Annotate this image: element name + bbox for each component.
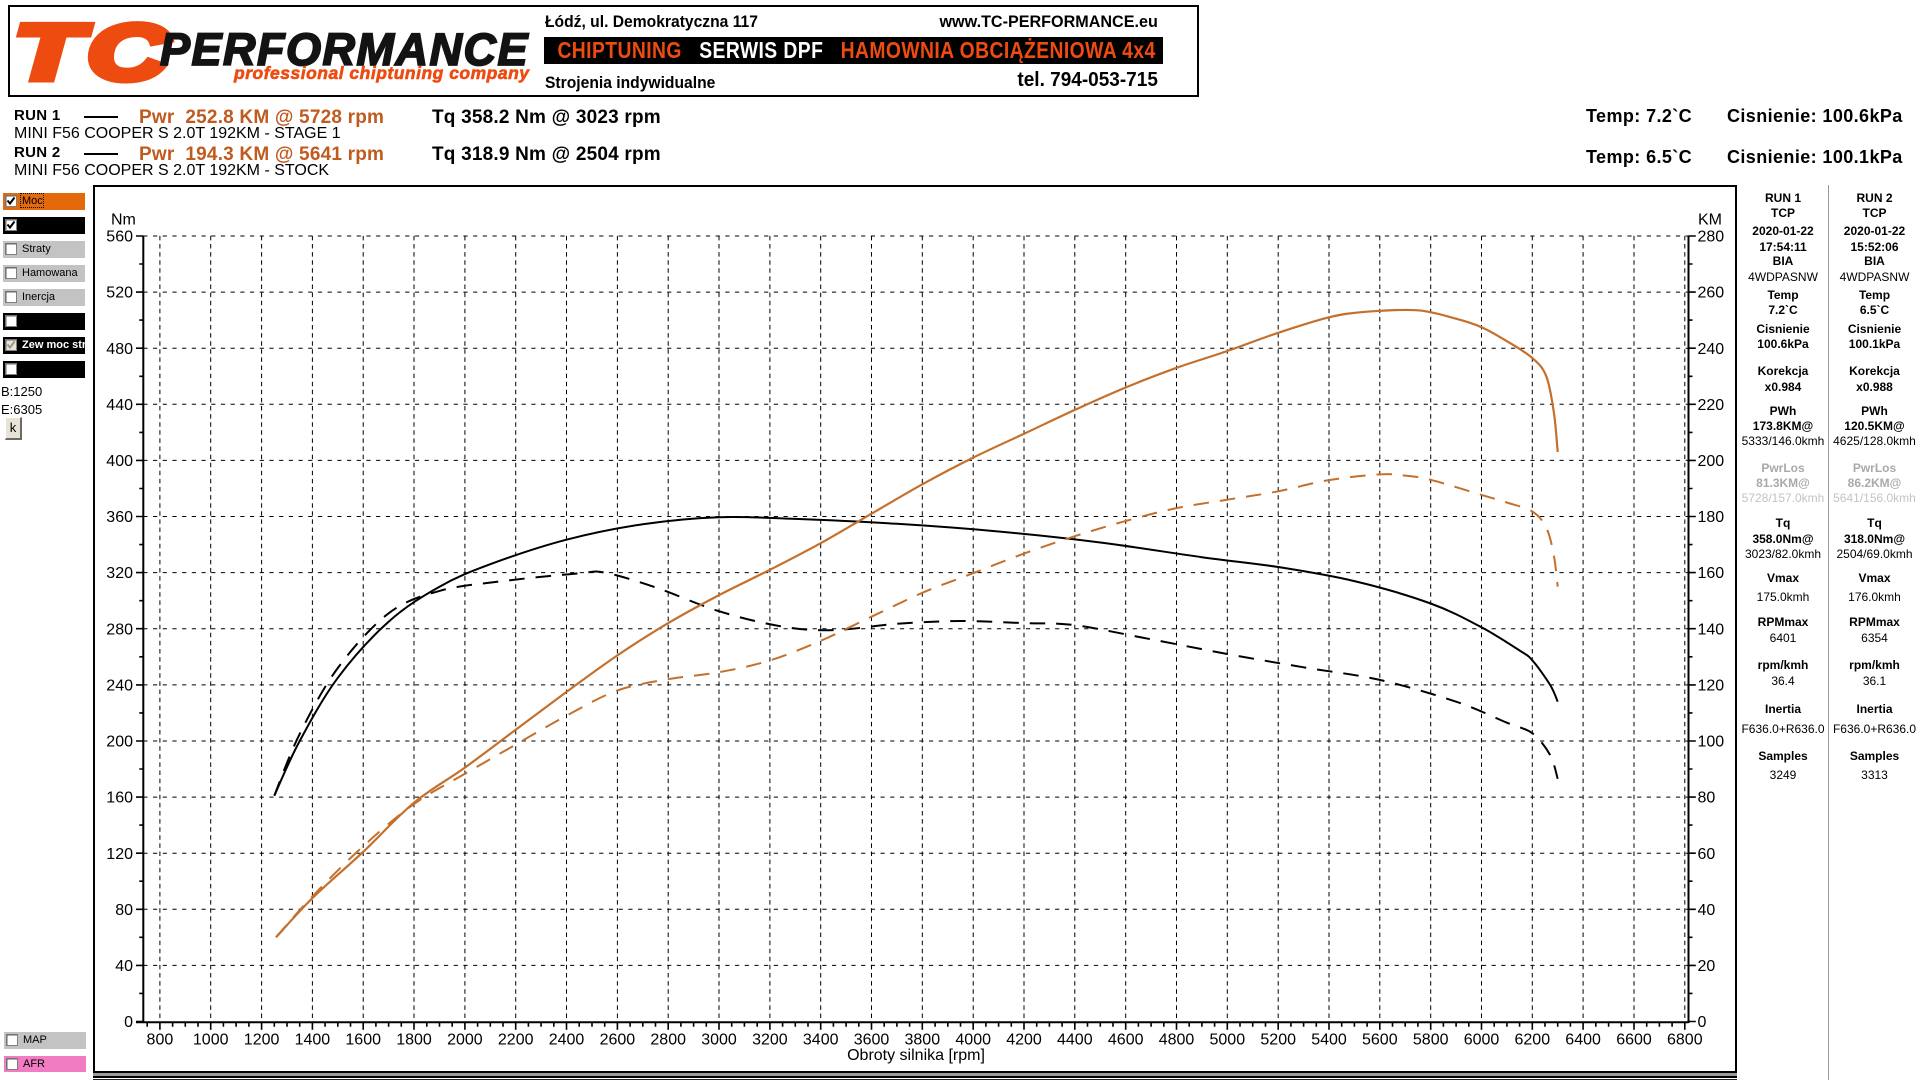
svg-text:40: 40 [115,958,133,975]
svg-text:5000: 5000 [1210,1031,1246,1048]
svg-text:6800: 6800 [1667,1031,1703,1048]
svg-text:260: 260 [1698,285,1725,302]
svg-text:Nm: Nm [111,212,136,229]
svg-text:160: 160 [106,790,133,807]
svg-text:6000: 6000 [1464,1031,1500,1048]
svg-text:520: 520 [106,285,133,302]
svg-text:440: 440 [106,397,133,414]
svg-text:100: 100 [1698,734,1725,751]
svg-text:200: 200 [1698,453,1725,470]
svg-text:220: 220 [1698,397,1725,414]
svg-text:KM: KM [1698,212,1722,229]
svg-text:5600: 5600 [1362,1031,1398,1048]
svg-text:6400: 6400 [1565,1031,1601,1048]
svg-text:280: 280 [1698,229,1725,246]
svg-text:120: 120 [1698,678,1725,695]
svg-text:5200: 5200 [1260,1031,1296,1048]
svg-text:60: 60 [1698,846,1716,863]
svg-text:40: 40 [1698,902,1716,919]
svg-text:800: 800 [147,1031,174,1048]
svg-text:0: 0 [124,1014,133,1031]
svg-text:4800: 4800 [1159,1031,1195,1048]
svg-text:2000: 2000 [447,1031,483,1048]
svg-text:20: 20 [1698,958,1716,975]
svg-text:3600: 3600 [854,1031,890,1048]
svg-text:2200: 2200 [498,1031,534,1048]
svg-text:4200: 4200 [1006,1031,1042,1048]
svg-text:140: 140 [1698,621,1725,638]
svg-text:280: 280 [106,621,133,638]
svg-text:1600: 1600 [345,1031,381,1048]
svg-text:Obroty silnika [rpm]: Obroty silnika [rpm] [847,1047,985,1064]
svg-text:3800: 3800 [905,1031,941,1048]
svg-text:2400: 2400 [549,1031,585,1048]
svg-text:240: 240 [1698,341,1725,358]
svg-text:320: 320 [106,565,133,582]
svg-text:2600: 2600 [600,1031,636,1048]
svg-text:80: 80 [1698,790,1716,807]
svg-text:560: 560 [106,229,133,246]
svg-text:2800: 2800 [650,1031,686,1048]
svg-text:240: 240 [106,678,133,695]
svg-text:3200: 3200 [752,1031,788,1048]
svg-text:180: 180 [1698,509,1725,526]
svg-text:120: 120 [106,846,133,863]
svg-text:480: 480 [106,341,133,358]
svg-text:1800: 1800 [396,1031,432,1048]
svg-text:4400: 4400 [1057,1031,1093,1048]
svg-text:5800: 5800 [1413,1031,1449,1048]
svg-text:4600: 4600 [1108,1031,1144,1048]
svg-text:1000: 1000 [193,1031,229,1048]
svg-text:0: 0 [1698,1014,1707,1031]
svg-text:200: 200 [106,734,133,751]
svg-text:80: 80 [115,902,133,919]
svg-text:400: 400 [106,453,133,470]
svg-text:3400: 3400 [803,1031,839,1048]
svg-text:1400: 1400 [295,1031,331,1048]
svg-text:6600: 6600 [1616,1031,1652,1048]
svg-text:6200: 6200 [1515,1031,1551,1048]
svg-text:160: 160 [1698,565,1725,582]
svg-text:360: 360 [106,509,133,526]
svg-text:4000: 4000 [955,1031,991,1048]
svg-text:5400: 5400 [1311,1031,1347,1048]
svg-text:1200: 1200 [244,1031,280,1048]
svg-text:3000: 3000 [701,1031,737,1048]
